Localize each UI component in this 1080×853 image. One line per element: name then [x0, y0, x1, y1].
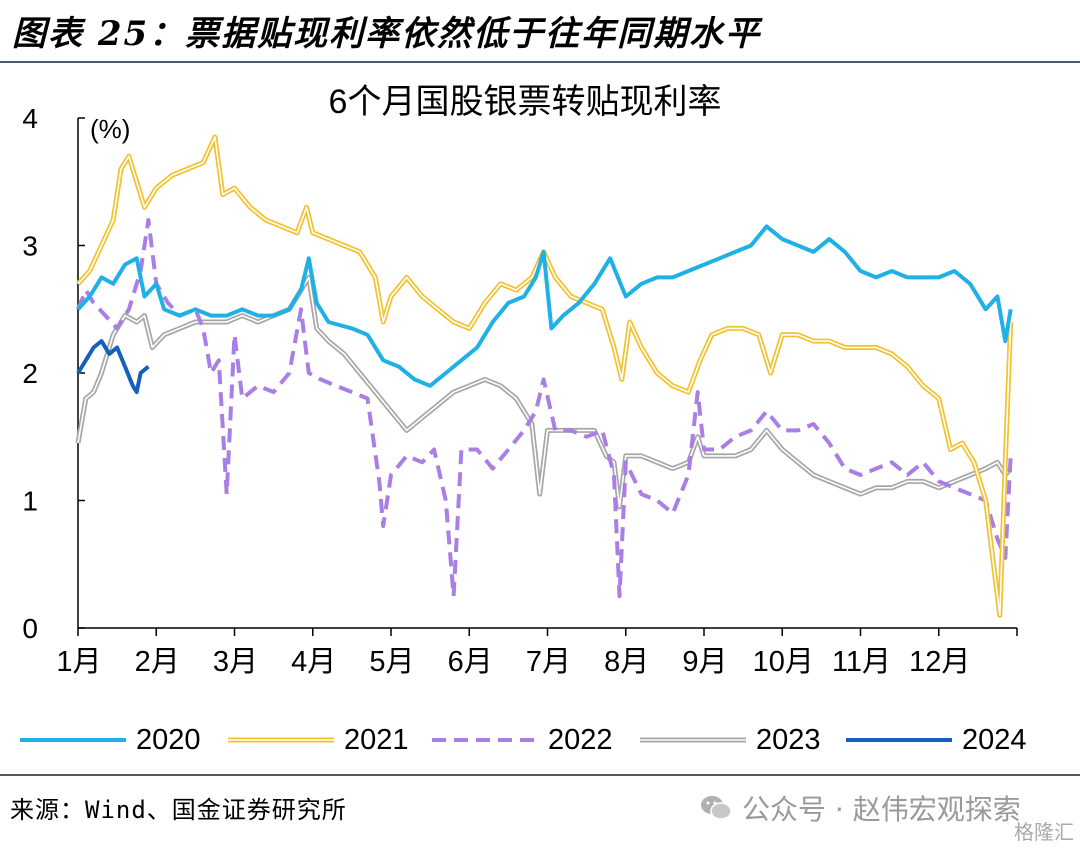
- y-axis-unit-label: (%): [90, 114, 130, 144]
- legend-swatch: [640, 737, 746, 743]
- series-2022: [76, 218, 1013, 599]
- legend-label: 2020: [136, 723, 201, 756]
- series-line: [76, 218, 1013, 599]
- x-tick-label: 1月: [56, 646, 101, 678]
- series-2020: [76, 224, 1013, 388]
- figure-title: 图表 25：票据贴现利率依然低于往年同期水平: [12, 14, 762, 54]
- legend-swatch: [228, 737, 334, 743]
- wechat-icon: [701, 796, 732, 820]
- series-2024: [76, 339, 150, 395]
- x-tick-label: 11月: [832, 646, 891, 678]
- x-tick-label: 3月: [213, 646, 258, 678]
- legend-label: 2021: [344, 723, 409, 756]
- y-tick-label: 4: [22, 103, 38, 134]
- x-tick-label: 12月: [909, 646, 970, 678]
- legend-swatch: [20, 738, 126, 742]
- legend-item-2024: 2024: [844, 718, 1027, 762]
- legend-swatch: [846, 738, 952, 742]
- legend-item-2020: 2020: [18, 718, 201, 762]
- series-line: [76, 224, 1013, 388]
- chart-title: 6个月国股银票转贴现利率: [329, 83, 722, 121]
- x-tick-label: 4月: [291, 646, 336, 678]
- legend-label: 2024: [962, 723, 1027, 756]
- legend-label: 2023: [756, 723, 821, 756]
- x-tick-label: 5月: [369, 646, 414, 678]
- y-tick-label: 3: [22, 231, 38, 262]
- watermark: 公众号 · 赵伟宏观探索: [700, 788, 1021, 828]
- legend-label: 2022: [548, 723, 613, 756]
- legend-item-2022: 2022: [430, 718, 613, 762]
- legend-item-2023: 2023: [638, 718, 821, 762]
- y-tick-label: 1: [22, 486, 38, 517]
- x-tick-label: 7月: [526, 646, 571, 678]
- logo-mark: 格隆汇: [1014, 820, 1074, 844]
- source-note: 来源：Wind、国金证券研究所: [10, 796, 347, 824]
- series-line-inner: [77, 276, 1012, 508]
- x-tick-label: 10月: [753, 646, 814, 678]
- chart-legend: 2020 2021 2022 2023 2024: [18, 718, 1068, 762]
- series-layer: [75, 134, 1014, 618]
- rate-line-chart: 6个月国股银票转贴现利率 (%) 0 1 2 3 4 1月 2月 3月 4月 5月 6月 7月 8月 9月…: [22, 83, 1018, 678]
- series-2023: [75, 274, 1013, 510]
- series-line: [76, 339, 150, 395]
- y-tick-label: 2: [22, 358, 38, 389]
- x-tick-label: 6月: [448, 646, 493, 678]
- top-divider: [0, 61, 1080, 63]
- watermark-text: 公众号 · 赵伟宏观探索: [742, 793, 1021, 826]
- x-tick-label: 8月: [604, 646, 649, 678]
- x-tick-label: 9月: [682, 646, 727, 678]
- legend-item-2021: 2021: [226, 718, 409, 762]
- bottom-divider: [0, 774, 1080, 776]
- chart-axes: 0 1 2 3 4 1月 2月 3月 4月 5月 6月 7月 8月 9月 10月 11月 12月: [22, 103, 1018, 678]
- legend-swatch: [432, 738, 538, 742]
- x-tick-label: 2月: [135, 646, 180, 678]
- y-tick-label: 0: [22, 613, 38, 644]
